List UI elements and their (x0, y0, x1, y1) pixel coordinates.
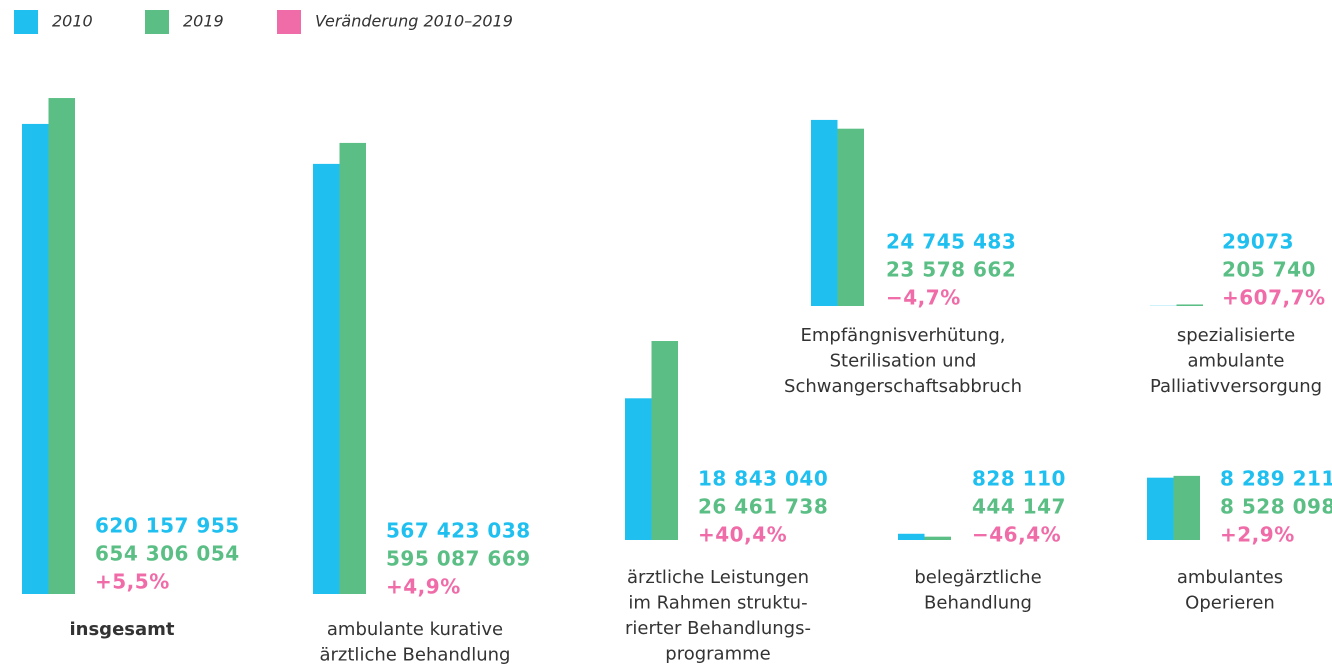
category-label: ärztliche Behandlung (320, 645, 511, 664)
category-label: belegärztliche (914, 567, 1041, 588)
bar (22, 123, 49, 594)
category-label: Behandlung (924, 593, 1032, 614)
bar (339, 142, 366, 594)
change-label: +4,9% (386, 575, 461, 599)
change-label: +40,4% (698, 523, 787, 547)
value-label: 595 087 669 (386, 547, 531, 571)
category-label: im Rahmen struktu- (628, 593, 807, 614)
bar (313, 163, 340, 594)
bar (651, 341, 678, 540)
change-label: +2,9% (1220, 523, 1295, 547)
value-label: 654 306 054 (95, 542, 240, 566)
category-label: Empfängnisverhütung, (801, 325, 1006, 346)
legend-label: Veränderung 2010–2019 (315, 12, 513, 31)
bar (48, 98, 75, 594)
category-label: programme (665, 644, 770, 664)
category-label: Sterilisation und (830, 351, 977, 372)
value-label: 26 461 738 (698, 495, 828, 519)
category-label: rierter Behandlungs- (625, 618, 811, 639)
value-label: 205 740 (1222, 258, 1316, 282)
legend-label: 2019 (183, 12, 224, 31)
bar (811, 119, 838, 306)
value-label: 24 745 483 (886, 230, 1016, 254)
bar (898, 533, 925, 540)
value-label: 8 289 211 (1220, 467, 1332, 491)
value-label: 23 578 662 (886, 258, 1016, 282)
legend-swatch (277, 10, 301, 34)
value-label: 29073 (1222, 230, 1294, 254)
category-label: ärztliche Leistungen (627, 567, 809, 588)
legend-label: 2010 (52, 12, 93, 31)
category-label: Schwangerschaftsabbruch (784, 376, 1022, 397)
bar (1176, 304, 1203, 306)
value-label: 567 423 038 (386, 519, 531, 543)
bar (1173, 475, 1200, 540)
category-label: Palliativversorgung (1150, 376, 1322, 397)
change-label: +607,7% (1222, 286, 1326, 310)
bar (1147, 477, 1174, 540)
change-label: −46,4% (972, 523, 1061, 547)
bar (924, 536, 951, 540)
category-label: ambulantes (1177, 567, 1283, 588)
value-label: 828 110 (972, 467, 1066, 491)
legend-swatch (145, 10, 169, 34)
change-label: +5,5% (95, 570, 170, 594)
category-label: insgesamt (69, 619, 174, 640)
value-label: 8 528 098 (1220, 495, 1332, 519)
bar (837, 128, 864, 306)
value-label: 18 843 040 (698, 467, 828, 491)
category-label: ambulante kurative (327, 619, 503, 640)
value-label: 620 157 955 (95, 514, 240, 538)
legend-swatch (14, 10, 38, 34)
category-label: ambulante (1188, 351, 1285, 372)
value-label: 444 147 (972, 495, 1066, 519)
category-label: Operieren (1185, 593, 1275, 614)
change-label: −4,7% (886, 286, 961, 310)
category-label: spezialisierte (1177, 325, 1295, 346)
bar (625, 398, 652, 540)
